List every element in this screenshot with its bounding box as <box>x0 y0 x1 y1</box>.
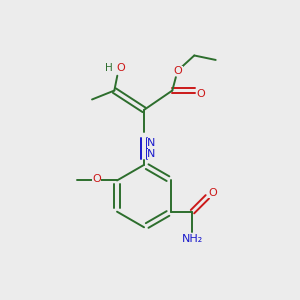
Text: N: N <box>147 138 156 148</box>
Text: O: O <box>197 89 206 99</box>
Text: O: O <box>174 66 183 76</box>
Text: O: O <box>116 63 125 73</box>
Text: O: O <box>208 188 217 198</box>
Text: NH₂: NH₂ <box>182 234 203 244</box>
Text: H: H <box>104 63 112 73</box>
Text: O: O <box>92 174 101 184</box>
Text: N: N <box>147 149 156 159</box>
